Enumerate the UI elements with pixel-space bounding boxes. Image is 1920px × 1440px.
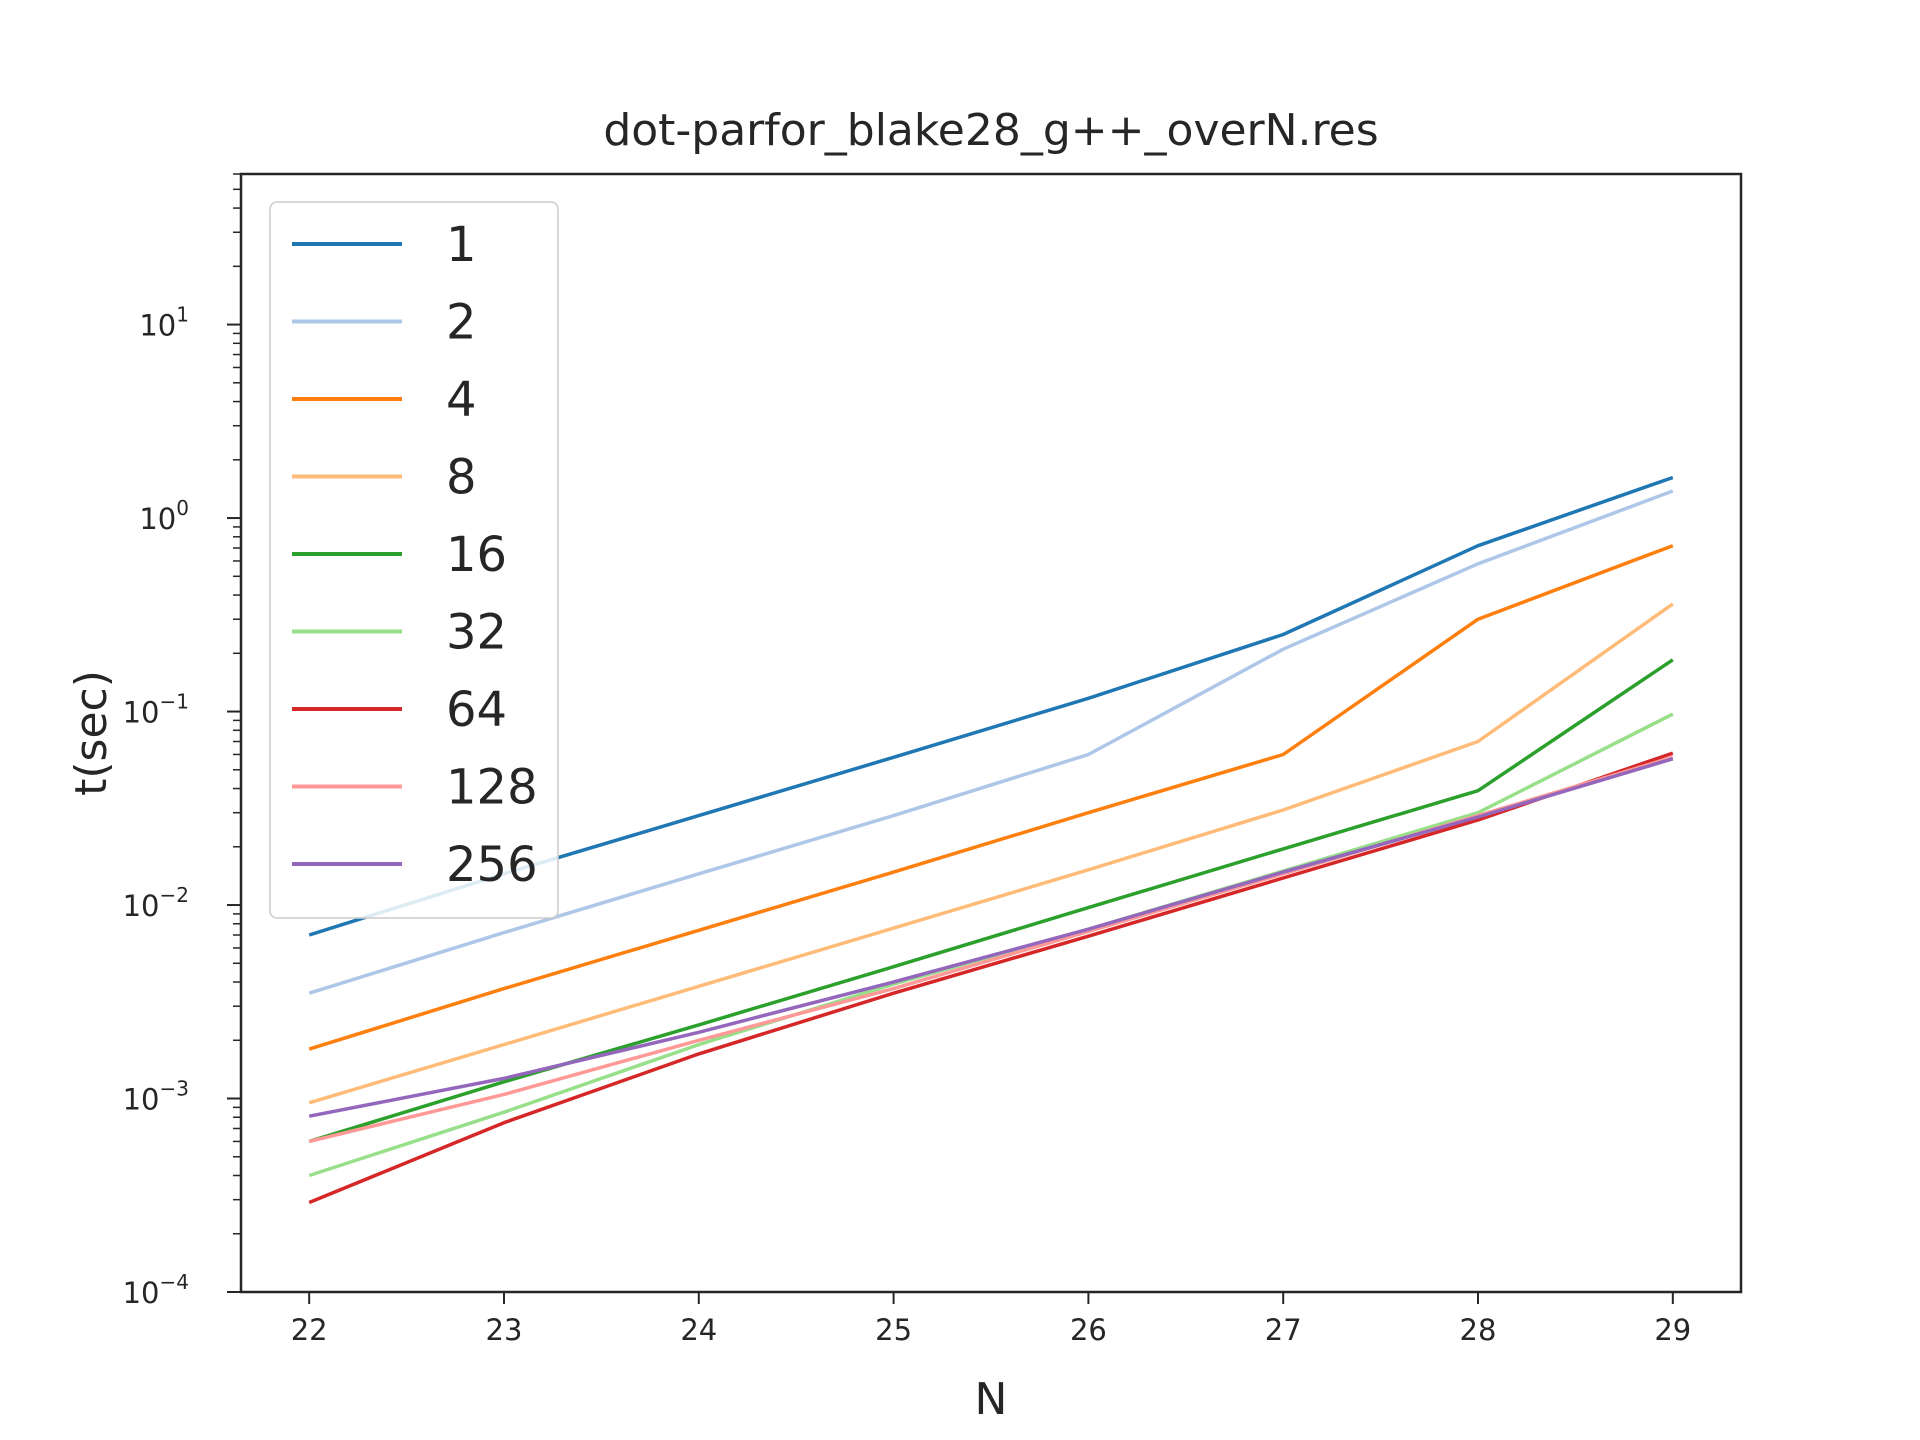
y-tick-base: 10 (123, 889, 160, 923)
series-line-4 (308, 544, 1674, 1051)
y-tick-exponent: −4 (160, 1270, 189, 1294)
x-tick-label: 27 (1265, 1313, 1302, 1347)
y-tick-base: 10 (139, 502, 176, 536)
y-tick-label: 10−1 (123, 690, 189, 730)
y-tick-label: 10−4 (123, 1270, 189, 1310)
series-line-2 (308, 489, 1674, 995)
y-tick-label: 10−3 (123, 1077, 189, 1117)
x-tick-label: 24 (680, 1313, 717, 1347)
series-line-64 (308, 751, 1674, 1205)
legend-label: 16 (446, 527, 507, 583)
x-tick-label: 28 (1460, 1313, 1497, 1347)
legend-label: 32 (446, 605, 507, 661)
legend: 1 2 4 8 16 32 64 128 256 (269, 201, 559, 919)
x-tick-label: 22 (291, 1313, 328, 1347)
legend-label: 1 (446, 217, 477, 273)
legend-label: 64 (446, 682, 507, 738)
y-tick-label: 100 (139, 496, 189, 536)
legend-label: 256 (446, 837, 538, 893)
legend-label: 2 (446, 295, 477, 351)
y-tick-exponent: −3 (160, 1077, 189, 1101)
x-tick-label: 26 (1070, 1313, 1107, 1347)
x-axis-label: N (975, 1374, 1008, 1425)
legend-box (269, 201, 559, 919)
y-tick-base: 10 (139, 309, 176, 343)
plot-frame (239, 172, 1743, 1294)
chart-title: dot-parfor_blake28_g++_overN.res (603, 105, 1378, 156)
series-line-8 (308, 602, 1674, 1105)
legend-label: 8 (446, 450, 477, 506)
y-tick-base: 10 (123, 1083, 160, 1117)
y-tick-exponent: −1 (160, 690, 189, 714)
y-tick-label: 101 (139, 303, 189, 343)
y-tick-exponent: 1 (176, 303, 189, 327)
x-axis: 22 23 24 25 26 27 28 29 (291, 1292, 1691, 1347)
y-axis-label: t(sec) (66, 670, 117, 796)
y-tick-base: 10 (123, 1276, 160, 1310)
legend-label: 4 (446, 372, 477, 428)
x-tick-label: 29 (1654, 1313, 1691, 1347)
y-tick-exponent: 0 (176, 496, 189, 520)
y-tick-base: 10 (123, 696, 160, 730)
y-tick-label: 10−2 (123, 883, 189, 923)
x-tick-label: 25 (875, 1313, 912, 1347)
y-tick-exponent: −2 (160, 883, 189, 907)
x-tick-label: 23 (486, 1313, 523, 1347)
legend-label: 128 (446, 760, 538, 816)
series-line-256 (308, 757, 1674, 1118)
